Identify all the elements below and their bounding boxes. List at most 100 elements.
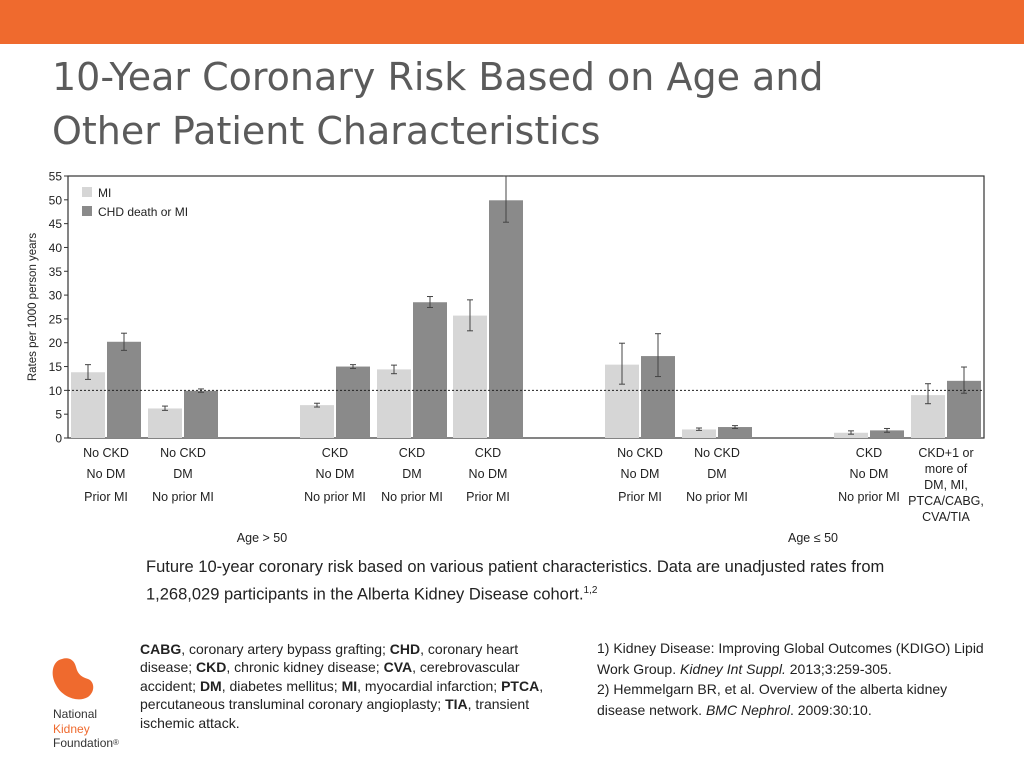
- category-label: No CKD: [160, 446, 206, 460]
- group-label-under-50: Age ≤ 50: [788, 531, 838, 545]
- category-label: No CKD: [83, 446, 129, 460]
- y-tick-label: 55: [49, 170, 63, 184]
- abbrev-term: TIA: [445, 696, 468, 713]
- abbrev-term: DM: [199, 677, 222, 694]
- category-label: No DM: [316, 467, 355, 481]
- category-label: No DM: [87, 467, 126, 481]
- top-accent-bar: [0, 0, 1024, 44]
- abbrev-def: , myocardial infarction;: [357, 677, 502, 694]
- abbrev-def: , transient ischemic attack.: [140, 696, 530, 731]
- y-axis-label: Rates per 1000 person years: [27, 233, 39, 382]
- ref2-details: . 2009:30:10.: [789, 701, 872, 718]
- bar-mi: [71, 372, 105, 438]
- references: 1) Kidney Disease: Improving Global Outc…: [597, 638, 997, 720]
- group-label-over-50: Age > 50: [237, 531, 287, 545]
- y-tick-label: 10: [49, 384, 63, 398]
- category-label: No prior MI: [381, 490, 443, 504]
- bar-mi: [453, 315, 487, 438]
- legend-label-chd: CHD death or MI: [98, 205, 188, 219]
- y-tick-label: 0: [55, 432, 62, 446]
- kidney-bean-icon: [52, 658, 94, 700]
- category-label: DM, MI,: [924, 478, 968, 492]
- logo-line-foundation: Foundation®: [53, 736, 119, 751]
- category-label: No prior MI: [838, 490, 900, 504]
- y-tick-label: 15: [49, 360, 63, 374]
- legend-label-mi: MI: [98, 186, 111, 200]
- slide-title-line-1: 10-Year Coronary Risk Based on Age and: [52, 55, 824, 99]
- bar-mi: [682, 429, 716, 438]
- bar-mi: [148, 408, 182, 438]
- abbrev-def: , diabetes mellitus;: [221, 677, 342, 694]
- y-tick-label: 25: [49, 312, 63, 326]
- abbrev-def: , chronic kidney disease;: [226, 659, 384, 676]
- logo-line-national: National: [53, 707, 98, 721]
- category-label: DM: [173, 467, 192, 481]
- category-label: No DM: [621, 467, 660, 481]
- category-label: DM: [402, 467, 421, 481]
- ref2-text: 2) Hemmelgarn BR, et al. Overview of the…: [597, 681, 948, 718]
- bar-mi: [300, 405, 334, 438]
- y-tick-label: 45: [49, 217, 63, 231]
- abbrev-term: CABG: [140, 641, 182, 657]
- category-label: CKD: [399, 446, 425, 460]
- category-label: No DM: [850, 467, 889, 481]
- legend-swatch-chd: [82, 206, 92, 216]
- slide-title-line-2: Other Patient Characteristics: [52, 109, 601, 153]
- legend-swatch-mi: [82, 187, 92, 197]
- category-label: CKD: [475, 446, 501, 460]
- y-tick-label: 5: [55, 408, 62, 422]
- logo-foundation-text: Foundation: [53, 736, 114, 750]
- abbrev-term: CKD: [196, 659, 227, 676]
- abbrev-def: , coronary heart disease;: [140, 641, 519, 676]
- category-label: No prior MI: [304, 490, 366, 504]
- bar-mi: [834, 432, 868, 438]
- chart-caption: Future 10-year coronary risk based on va…: [146, 555, 906, 607]
- abbrev-def: , coronary artery bypass grafting;: [181, 641, 390, 657]
- ref2-journal: BMC Nephrol: [705, 701, 790, 718]
- bar-chd: [336, 366, 370, 438]
- slide-title: 10-Year Coronary Risk Based on Age and O…: [52, 50, 952, 158]
- abbrev-term: MI: [341, 677, 358, 694]
- y-tick-label: 30: [49, 289, 63, 303]
- category-label: No CKD: [617, 446, 663, 460]
- y-tick-label: 20: [49, 336, 63, 350]
- abbrev-def: , cerebrovascular accident;: [140, 659, 520, 694]
- y-tick-label: 50: [49, 193, 63, 207]
- category-label: Prior MI: [618, 490, 662, 504]
- ref1-text: 1) Kidney Disease: Improving Global Outc…: [597, 640, 984, 677]
- abbrev-term: CVA: [383, 659, 413, 676]
- category-label: No DM: [469, 467, 508, 481]
- abbreviations: CABG, coronary artery bypass grafting; C…: [140, 640, 560, 732]
- category-label: CVA/TIA: [922, 510, 970, 524]
- y-tick-label: 35: [49, 265, 63, 279]
- bar-mi: [377, 369, 411, 438]
- abbrev-term: PTCA: [501, 677, 540, 694]
- ref1-journal: Kidney Int Suppl.: [680, 660, 786, 677]
- category-label: CKD+1 or: [918, 446, 973, 460]
- category-label: CKD: [856, 446, 882, 460]
- ref1-details: 2013;3:259-305.: [785, 660, 892, 677]
- bar-chd: [489, 200, 523, 438]
- reference-2: 2) Hemmelgarn BR, et al. Overview of the…: [597, 679, 997, 720]
- y-tick-label: 40: [49, 241, 63, 255]
- logo-line-kidney: Kidney: [53, 721, 90, 736]
- bar-chart: 0 5 10 15 20 25 30 35 40 45 50 55 Rates per 1000 per…: [27, 170, 985, 545]
- category-label: more of: [925, 462, 968, 476]
- bar-chd: [870, 430, 904, 438]
- category-label: Prior MI: [466, 490, 510, 504]
- bar-chd: [718, 427, 752, 438]
- caption-superscript: 1,2: [583, 585, 598, 596]
- bar-chd: [184, 390, 218, 438]
- category-label: No prior MI: [686, 490, 748, 504]
- category-label: CKD: [322, 446, 348, 460]
- nkf-logo: National Kidney Foundation®: [48, 655, 138, 755]
- logo-registered-mark: ®: [113, 738, 119, 747]
- caption-text: Future 10-year coronary risk based on va…: [146, 558, 885, 604]
- category-label: No prior MI: [152, 490, 214, 504]
- reference-1: 1) Kidney Disease: Improving Global Outc…: [597, 638, 997, 679]
- abbrev-def: , percutaneous transluminal coronary ang…: [140, 677, 544, 713]
- category-label: DM: [707, 467, 726, 481]
- logo-wordmark: National Kidney Foundation®: [53, 707, 119, 751]
- bar-chd: [413, 302, 447, 438]
- category-label: Prior MI: [84, 490, 128, 504]
